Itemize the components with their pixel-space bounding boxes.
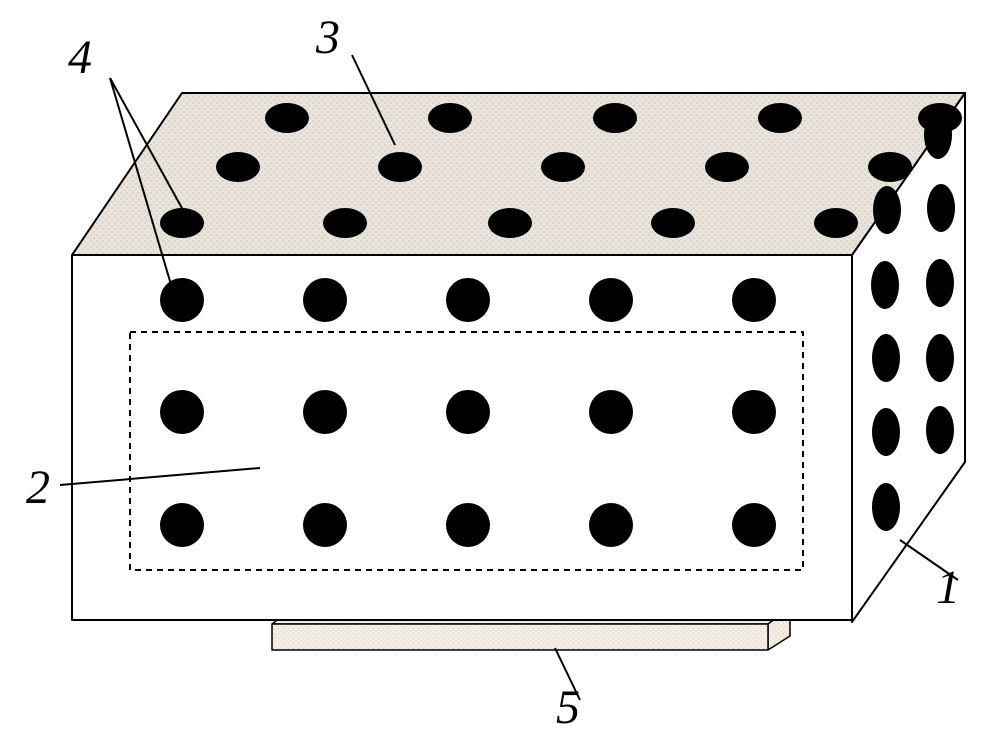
front-dot — [160, 278, 204, 322]
top-dot — [758, 103, 802, 133]
front-dot — [303, 390, 347, 434]
callout-label-2: 2 — [26, 460, 50, 515]
top-dot — [488, 208, 532, 238]
right-dot — [871, 261, 899, 309]
front-dot — [446, 390, 490, 434]
callout-label-3: 3 — [316, 10, 340, 65]
right-dot — [873, 186, 901, 234]
right-dot — [872, 334, 900, 382]
callout-label-1: 1 — [936, 560, 960, 615]
right-dot — [924, 111, 952, 159]
front-dot — [303, 278, 347, 322]
right-dot — [926, 259, 954, 307]
top-dot — [705, 152, 749, 182]
top-dot — [160, 208, 204, 238]
front-dot — [732, 278, 776, 322]
front-dot — [446, 278, 490, 322]
right-dot — [926, 406, 954, 454]
base-plate-front — [272, 624, 768, 650]
right-dot — [926, 334, 954, 382]
front-dot — [732, 390, 776, 434]
top-dot — [868, 152, 912, 182]
callout-label-5: 5 — [556, 680, 580, 735]
front-dot — [589, 503, 633, 547]
right-dot — [872, 483, 900, 531]
top-dot — [216, 152, 260, 182]
callout-label-4: 4 — [68, 30, 92, 85]
top-dot — [378, 152, 422, 182]
top-dot — [541, 152, 585, 182]
front-dot — [732, 503, 776, 547]
front-dot — [446, 503, 490, 547]
top-dot — [323, 208, 367, 238]
top-dot — [651, 208, 695, 238]
front-dot — [589, 390, 633, 434]
front-dot — [303, 503, 347, 547]
top-dot — [428, 103, 472, 133]
front-dot — [589, 278, 633, 322]
top-dot — [265, 103, 309, 133]
top-dot — [593, 103, 637, 133]
top-dot — [814, 208, 858, 238]
schematic-svg — [0, 0, 1000, 733]
right-dot — [927, 184, 955, 232]
front-dot — [160, 503, 204, 547]
front-dot — [160, 390, 204, 434]
right-dot — [872, 408, 900, 456]
